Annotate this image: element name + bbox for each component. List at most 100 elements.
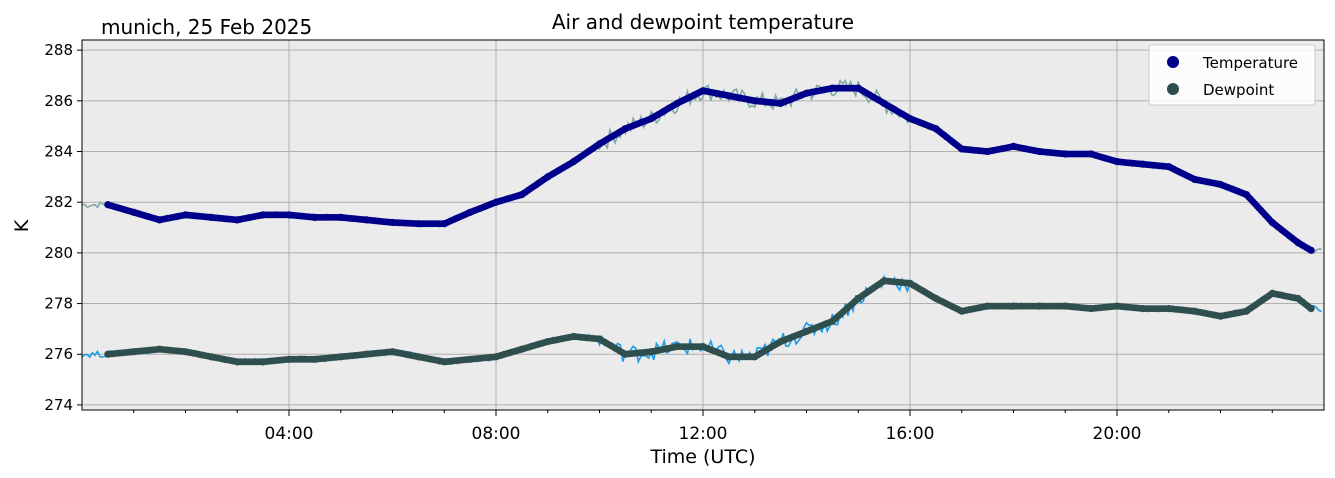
data-point-temperature — [1061, 150, 1069, 158]
legend: Temperature Dewpoint — [1148, 44, 1316, 106]
data-point-temperature — [906, 115, 914, 123]
data-point-dewpoint — [285, 355, 293, 363]
data-point-dewpoint — [673, 343, 681, 351]
data-point-temperature — [518, 191, 526, 199]
data-point-temperature — [1307, 246, 1315, 254]
data-point-dewpoint — [854, 294, 862, 303]
data-point-dewpoint — [104, 350, 112, 358]
data-point-temperature — [673, 99, 681, 107]
data-point-dewpoint — [1307, 305, 1315, 313]
data-point-dewpoint — [880, 277, 888, 285]
y-tick-label: 280 — [44, 244, 73, 262]
data-point-temperature — [699, 87, 707, 95]
data-point-dewpoint — [958, 307, 966, 315]
data-point-temperature — [1087, 150, 1095, 158]
data-point-temperature — [595, 140, 604, 148]
data-point-dewpoint — [725, 353, 733, 361]
chart-subtitle: munich, 25 Feb 2025 — [101, 15, 312, 39]
data-point-dewpoint — [207, 353, 215, 361]
x-tick-label: 08:00 — [472, 424, 521, 444]
series-marks — [104, 84, 1315, 366]
data-point-dewpoint — [984, 302, 992, 310]
data-point-dewpoint — [363, 350, 371, 358]
grid — [82, 40, 1324, 410]
data-point-dewpoint — [699, 343, 707, 351]
chart-title: Air and dewpoint temperature — [552, 10, 854, 34]
data-point-dewpoint — [156, 345, 164, 353]
data-point-temperature — [570, 158, 578, 166]
data-point-temperature — [156, 216, 164, 224]
y-tick-label: 274 — [44, 396, 73, 414]
data-point-temperature — [1268, 218, 1276, 227]
y-tick-label: 282 — [44, 193, 73, 211]
data-point-dewpoint — [518, 345, 526, 353]
data-point-dewpoint — [440, 358, 448, 366]
x-tick-label: 20:00 — [1093, 424, 1142, 444]
data-point-dewpoint — [1035, 302, 1043, 310]
legend-box — [1148, 44, 1316, 106]
data-point-temperature — [1035, 147, 1043, 156]
data-point-temperature — [958, 145, 966, 153]
data-point-dewpoint — [544, 338, 552, 346]
data-point-temperature — [725, 92, 733, 100]
data-point-temperature — [1242, 191, 1250, 199]
data-point-dewpoint — [337, 353, 345, 361]
data-point-dewpoint — [595, 335, 604, 343]
data-point-temperature — [1216, 180, 1225, 189]
data-point-dewpoint — [1061, 302, 1069, 310]
data-point-dewpoint — [1216, 312, 1225, 320]
legend-marker-dewpoint — [1167, 83, 1179, 95]
data-point-dewpoint — [828, 317, 837, 325]
legend-label-dewpoint: Dewpoint — [1203, 81, 1274, 99]
data-point-temperature — [337, 213, 345, 221]
data-point-dewpoint — [1113, 302, 1121, 310]
data-point-dewpoint — [1242, 307, 1250, 315]
data-point-dewpoint — [1191, 307, 1199, 315]
data-point-temperature — [207, 213, 215, 221]
y-tick-label: 288 — [44, 41, 73, 59]
data-point-dewpoint — [906, 279, 914, 287]
data-point-temperature — [1165, 163, 1173, 171]
legend-label-temperature: Temperature — [1202, 54, 1298, 72]
data-point-dewpoint — [932, 294, 940, 303]
data-point-dewpoint — [414, 353, 422, 361]
data-point-temperature — [311, 213, 319, 221]
data-point-temperature — [233, 216, 241, 224]
data-point-dewpoint — [1165, 305, 1173, 313]
data-point-dewpoint — [1139, 305, 1147, 313]
data-point-dewpoint — [388, 348, 397, 356]
data-point-temperature — [285, 211, 293, 219]
data-point-temperature — [440, 220, 448, 228]
legend-marker-temperature — [1167, 56, 1179, 68]
data-point-temperature — [181, 211, 190, 219]
data-point-temperature — [544, 173, 552, 181]
data-point-dewpoint — [233, 358, 241, 366]
x-tick-label: 12:00 — [679, 424, 728, 444]
data-point-temperature — [932, 125, 940, 133]
data-point-temperature — [647, 115, 655, 123]
x-axis-label: Time (UTC) — [649, 446, 755, 468]
data-point-temperature — [777, 99, 785, 107]
data-point-dewpoint — [1087, 305, 1095, 313]
data-point-dewpoint — [621, 350, 630, 358]
data-point-temperature — [104, 201, 112, 209]
y-tick-label: 276 — [44, 345, 73, 363]
data-point-dewpoint — [570, 332, 578, 341]
x-axis-ticks: 04:00 08:00 12:00 16:00 20:00 — [133, 410, 1273, 444]
data-point-dewpoint — [311, 355, 319, 363]
data-point-temperature — [621, 125, 630, 133]
data-point-dewpoint — [1009, 302, 1018, 310]
x-tick-label: 16:00 — [886, 424, 935, 444]
data-point-temperature — [984, 147, 992, 156]
data-point-temperature — [259, 211, 267, 219]
data-point-temperature — [388, 218, 397, 227]
data-point-temperature — [1191, 175, 1199, 183]
data-point-temperature — [828, 84, 837, 92]
y-tick-label: 278 — [44, 295, 73, 313]
data-point-temperature — [466, 208, 474, 216]
data-point-dewpoint — [492, 353, 500, 361]
data-point-temperature — [1009, 142, 1018, 150]
data-point-temperature — [1294, 239, 1302, 247]
data-point-temperature — [363, 216, 371, 224]
data-point-temperature — [880, 99, 888, 107]
